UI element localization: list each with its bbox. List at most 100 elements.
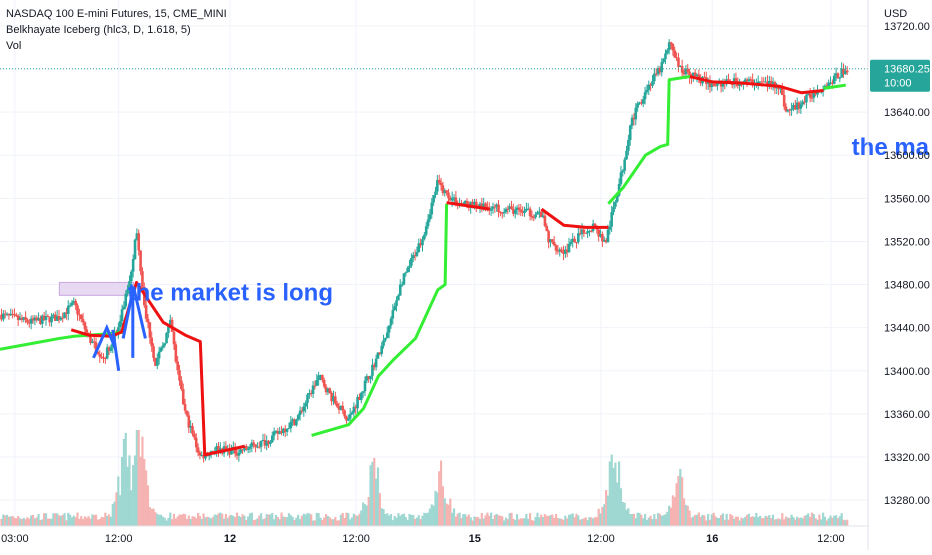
time-axis[interactable]: 03:00 12:00 12 12:00 15 12:00 16 12:00: [0, 525, 868, 545]
candle-body: [78, 314, 81, 316]
candle-body: [491, 206, 495, 209]
candle-body: [604, 240, 608, 243]
volume-bar: [690, 517, 693, 526]
candle-body: [803, 101, 806, 103]
candle-body: [695, 74, 699, 76]
candle-body: [276, 431, 280, 434]
candle-body: [371, 364, 374, 376]
candle-body: [174, 344, 178, 362]
volume-bar: [28, 518, 31, 526]
candle-body: [215, 446, 218, 452]
volume-bar: [399, 515, 402, 526]
volume-bar: [404, 516, 407, 526]
volume-bar: [796, 516, 799, 526]
volume-bar: [519, 518, 522, 526]
candle-body: [643, 92, 647, 100]
volume-bar: [755, 512, 758, 526]
volume-bar: [441, 486, 445, 526]
volume-bar: [356, 515, 359, 526]
candle-body: [250, 442, 254, 447]
candle-body: [419, 243, 422, 246]
volume-bar: [616, 482, 619, 526]
candle-body: [295, 419, 298, 426]
volume-bar: [523, 518, 526, 526]
time-tick-label: 12:00: [817, 533, 845, 545]
candle-body: [198, 452, 202, 456]
candle-body: [654, 73, 658, 75]
candle-body: [831, 82, 834, 84]
candle-body: [7, 313, 11, 316]
volume-bar: [193, 516, 196, 526]
volume-bar: [736, 516, 739, 526]
volume-bar: [278, 519, 281, 526]
candle-body: [157, 351, 161, 359]
band-red-line: [689, 75, 824, 95]
candle-body: [181, 389, 185, 405]
candle-body: [777, 87, 780, 90]
volume-bar: [406, 519, 409, 526]
volume-bar: [792, 517, 795, 526]
indicator-label[interactable]: Belkhayate Iceberg (hlc3, D, 1.618, 5): [6, 24, 191, 36]
volume-bar: [347, 513, 350, 526]
volume-bar: [163, 517, 166, 526]
candle-body: [233, 446, 237, 454]
candle-body: [358, 397, 361, 401]
price-axis[interactable]: USD 13280.00 13320.00 13360.00 13400.00 13440…: [867, 0, 930, 550]
volume-bar: [660, 515, 663, 526]
candle-body: [122, 306, 126, 310]
candle-body: [499, 211, 502, 213]
candle-body: [556, 250, 560, 252]
candle-body: [81, 319, 85, 323]
symbol-title[interactable]: NASDAQ 100 E-mini Futures, 15, CME_MINI: [6, 8, 227, 20]
volume-bar: [651, 519, 654, 526]
volume-bar: [642, 518, 645, 526]
volume-bar: [456, 513, 459, 526]
candle-body: [306, 394, 309, 403]
price-tick-label: 13280.00: [884, 495, 930, 507]
candle-body: [806, 93, 810, 95]
volume-bar: [91, 514, 94, 526]
volume-bar: [185, 519, 189, 526]
candle-body: [513, 210, 517, 214]
candle-body: [282, 428, 285, 434]
volume-bar: [375, 478, 378, 526]
volume-bar: [423, 512, 426, 526]
candle-body: [83, 322, 87, 330]
volume-bar: [143, 458, 146, 526]
candle-body: [608, 226, 612, 230]
candle-body: [352, 406, 356, 413]
volume-bar: [608, 461, 611, 526]
volume-bar: [326, 515, 330, 526]
volume-bar: [94, 514, 98, 526]
volume-label[interactable]: Vol: [6, 40, 22, 52]
candle-body: [443, 190, 447, 194]
volume-bar: [358, 513, 361, 526]
volume-bar: [169, 512, 172, 526]
volume-bar: [419, 519, 422, 526]
volume-bar: [128, 455, 131, 526]
band-green-line: [311, 203, 449, 437]
volume-bar: [174, 518, 177, 526]
volume-bar: [428, 508, 432, 526]
candle-body: [667, 42, 671, 51]
volume-bar: [688, 510, 691, 526]
volume-bar: [104, 512, 107, 526]
volume-bar: [319, 517, 322, 526]
candle-body: [567, 244, 571, 253]
candle-body: [606, 229, 610, 243]
candle-body: [762, 81, 766, 83]
volume-bar: [289, 515, 292, 526]
candle-body: [29, 318, 33, 324]
volume-bar: [22, 517, 25, 526]
candle-body: [161, 345, 165, 348]
candle-body: [413, 255, 417, 257]
candle-body: [317, 375, 320, 381]
price-tick-label: 13360.00: [884, 409, 930, 421]
volume-bar: [376, 467, 380, 526]
volume-bar: [770, 518, 773, 526]
band-red-line: [70, 280, 246, 457]
candle-body: [599, 234, 602, 237]
candle-body: [337, 406, 341, 410]
